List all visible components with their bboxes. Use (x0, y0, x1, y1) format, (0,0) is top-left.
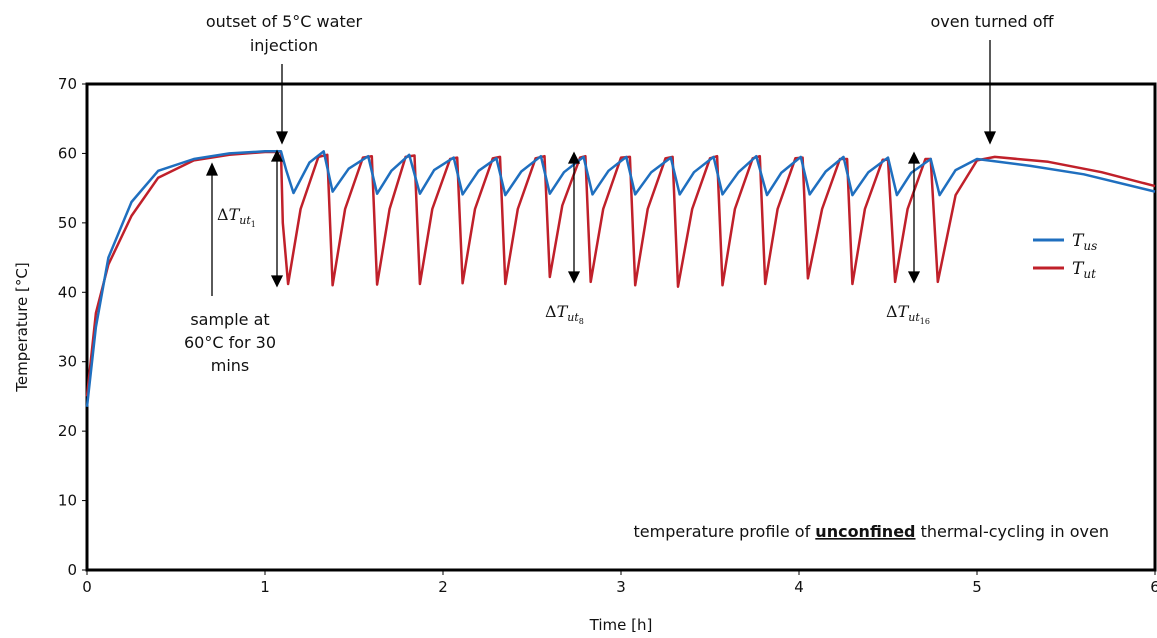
legend: Tus Tut (1033, 231, 1097, 281)
y-axis-title: Temperature [°C] (13, 262, 31, 392)
delta-1-arrow-top (270, 149, 284, 162)
x-tick-label: 3 (616, 578, 626, 596)
delta-8-label: ΔTut8 (545, 302, 584, 326)
delta-8-arrow-bottom (567, 271, 581, 284)
oven-off-arrow-head (983, 131, 997, 145)
caption-prefix: temperature profile of (634, 522, 816, 541)
delta-8-arrow-top (567, 151, 581, 164)
delta-1-arrow-bottom (270, 275, 284, 288)
y-axis: 0 10 20 30 40 50 60 70 (58, 75, 87, 579)
x-axis: 0 1 2 3 4 5 6 (82, 570, 1157, 596)
outset-label-line2: injection (250, 36, 318, 55)
delta-1-label: ΔTut1 (217, 205, 256, 229)
caption-bold: unconfined (815, 522, 915, 541)
sample-arrow-head (205, 162, 219, 176)
legend-label-us: Tus (1072, 231, 1097, 253)
x-tick-label: 0 (82, 578, 92, 596)
y-tick-label: 40 (58, 283, 77, 301)
delta-16-label: ΔTut16 (886, 302, 930, 326)
oven-off-label: oven turned off (930, 12, 1054, 31)
x-tick-label: 6 (1150, 578, 1157, 596)
sample-label-line1: sample at (190, 310, 269, 329)
y-tick-label: 10 (58, 492, 77, 510)
sample-label-line3: mins (211, 356, 250, 375)
y-tick-label: 0 (67, 561, 77, 579)
annotation-arrows (205, 40, 997, 296)
x-tick-label: 2 (438, 578, 448, 596)
x-axis-title: Time [h] (589, 616, 653, 634)
x-tick-label: 5 (972, 578, 982, 596)
series-line-t-us (85, 150, 1156, 407)
profile-caption: temperature profile of unconfined therma… (634, 522, 1110, 541)
sample-label-line2: 60°C for 30 (184, 333, 276, 352)
y-tick-label: 70 (58, 75, 77, 93)
x-tick-label: 4 (794, 578, 804, 596)
outset-arrow-head (275, 131, 289, 145)
delta-16-arrow-bottom (907, 271, 921, 284)
legend-label-ut: Tut (1072, 259, 1096, 281)
y-tick-label: 20 (58, 422, 77, 440)
caption-suffix: thermal-cycling in oven (916, 522, 1110, 541)
plot-area (85, 82, 1157, 572)
series-layer (85, 150, 1156, 407)
delta-16-arrow-top (907, 151, 921, 164)
y-tick-label: 30 (58, 353, 77, 371)
outset-label-line1: outset of 5°C water (206, 12, 363, 31)
x-tick-label: 1 (260, 578, 270, 596)
y-tick-label: 50 (58, 214, 77, 232)
y-tick-label: 60 (58, 144, 77, 162)
